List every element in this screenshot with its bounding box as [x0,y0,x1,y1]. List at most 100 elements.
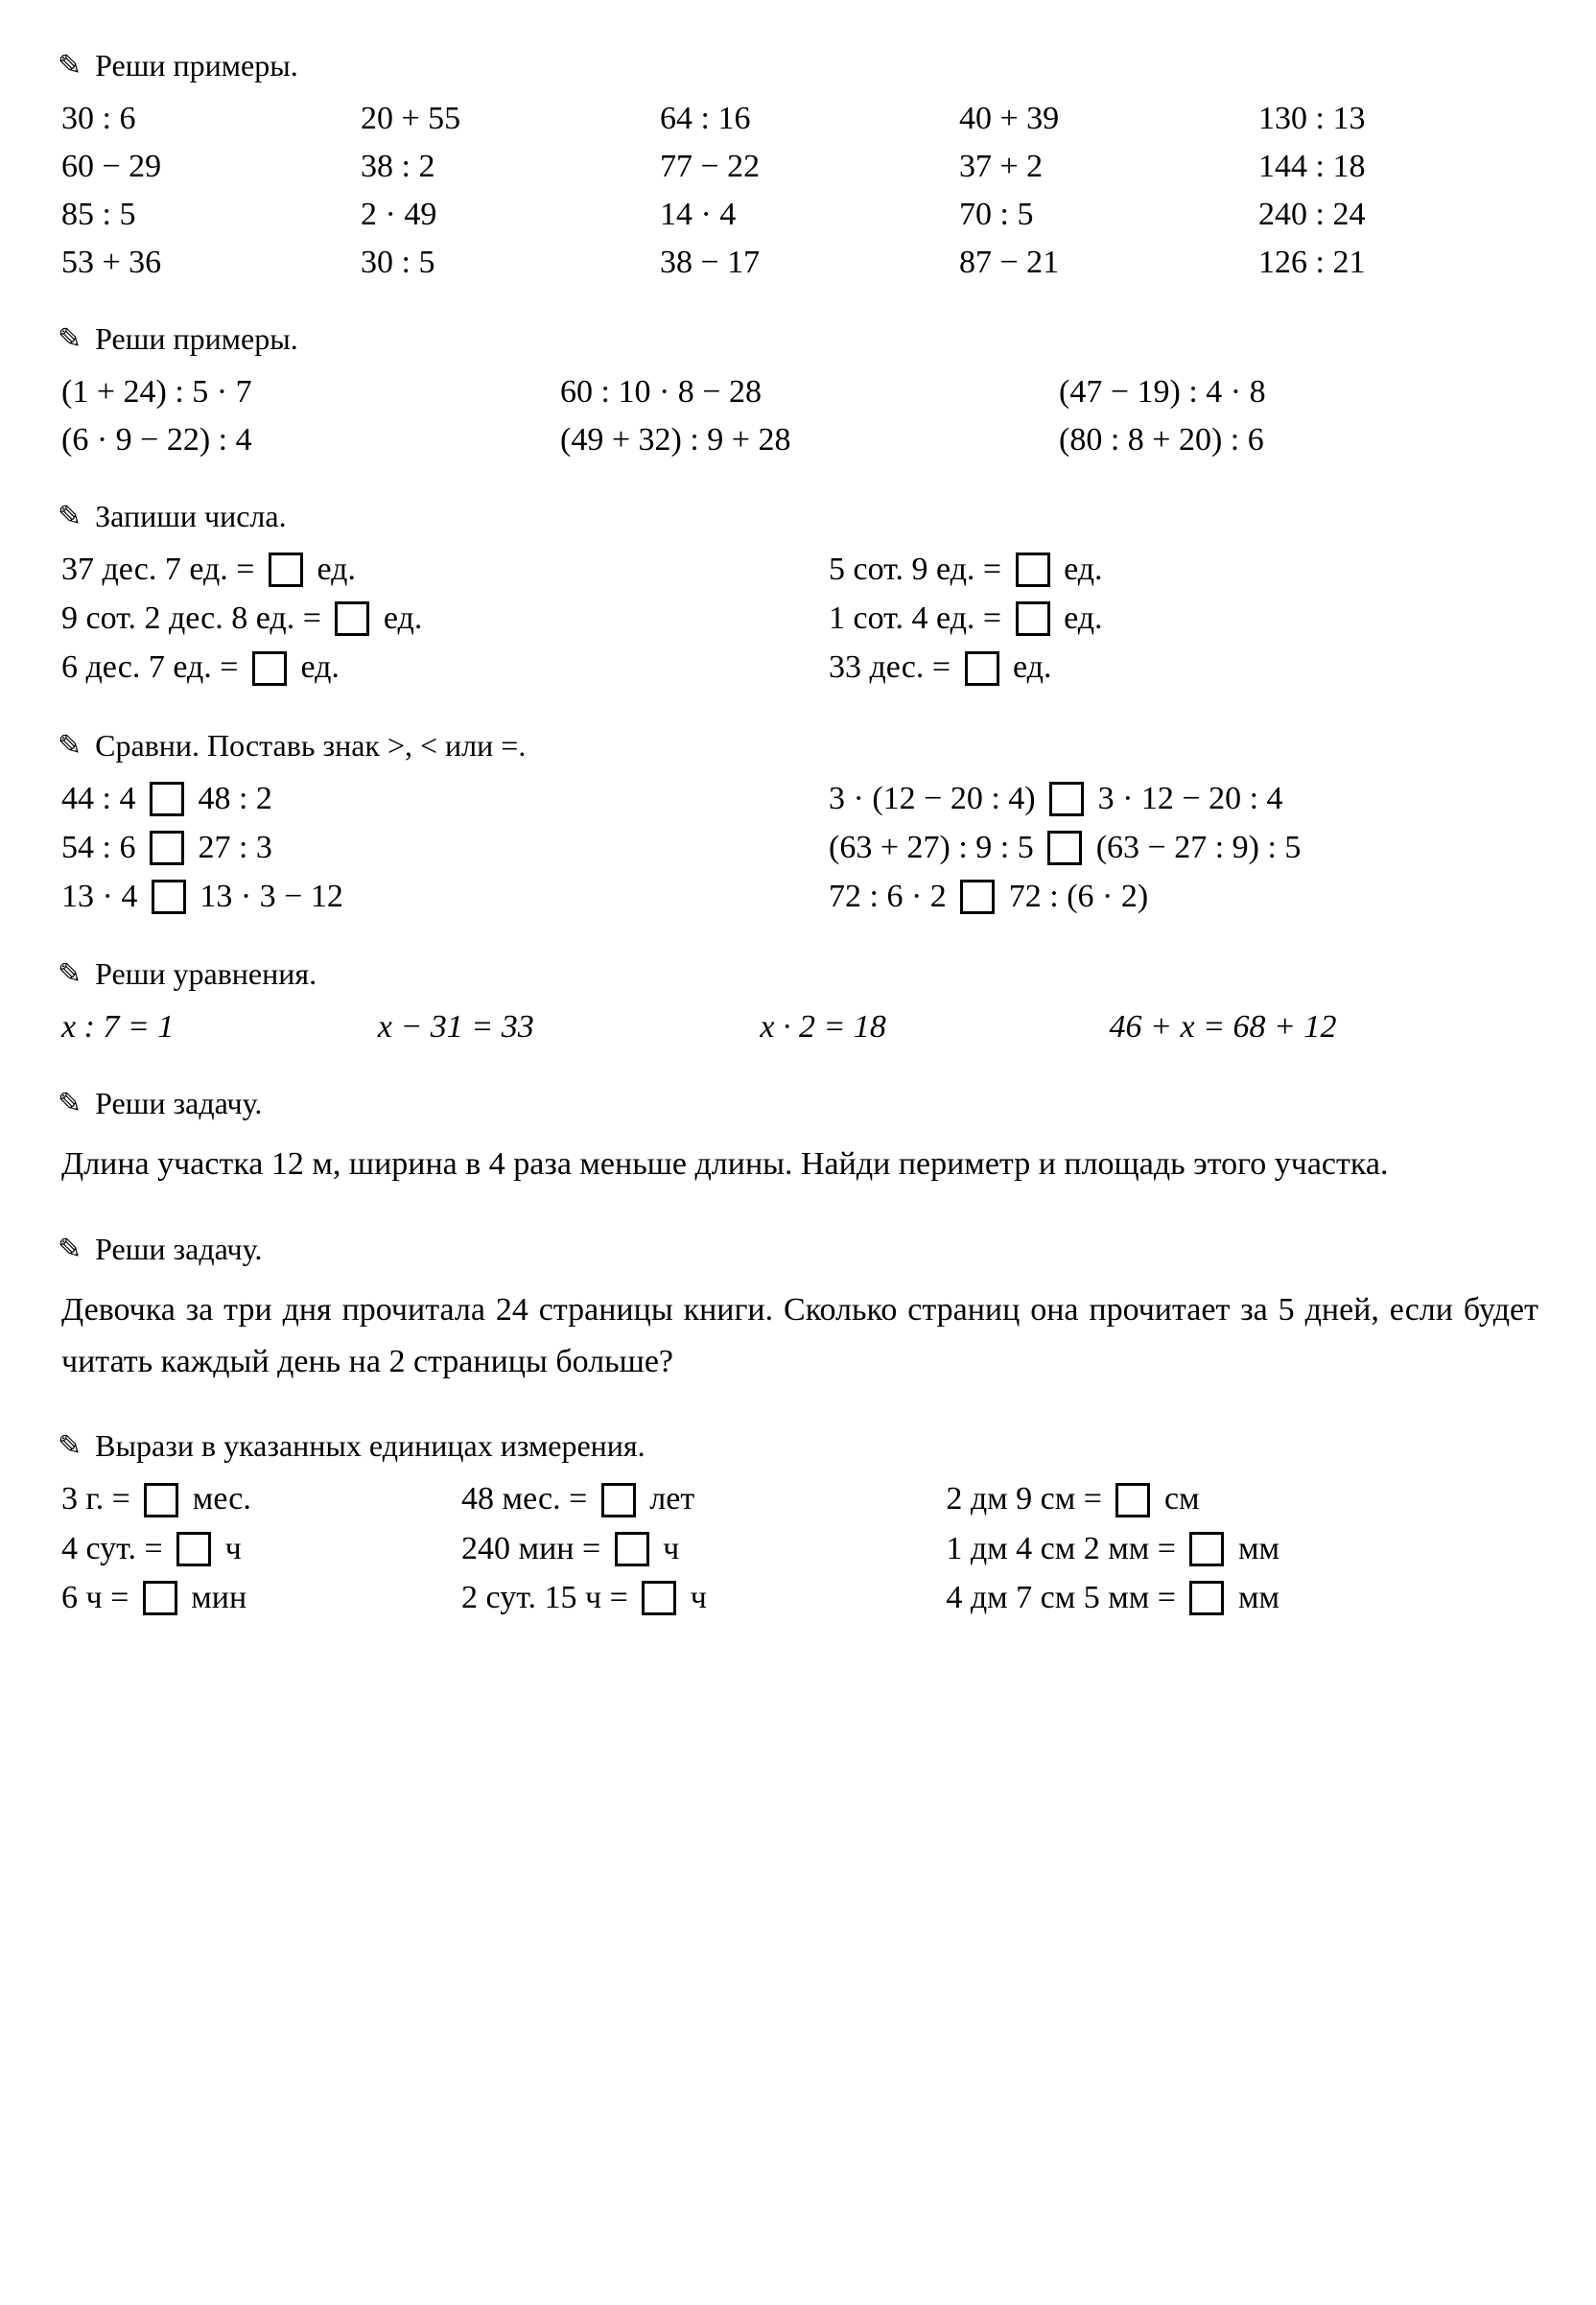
equation-cell: x · 2 = 18 [760,1009,1090,1046]
unit-cell: 6 ч = мин [61,1580,442,1617]
text: 4 дм 7 см 5 мм = [946,1580,1184,1615]
answer-box[interactable] [152,880,186,914]
compare-cell: 44 : 4 48 : 2 [61,781,771,818]
answer-box[interactable] [143,1581,177,1615]
math-cell: 40 + 39 [959,101,1239,137]
answer-box[interactable] [335,601,369,636]
math-cell: 37 + 2 [959,149,1239,185]
answer-box[interactable] [144,1483,178,1517]
text: 48 мес. = [461,1481,596,1517]
section-title: Запиши числа. [95,499,286,534]
answer-box[interactable] [1047,831,1082,865]
text: (63 − 27 : 9) : 5 [1088,830,1301,865]
math-cell: 87 − 21 [959,245,1239,281]
text: 1 сот. 4 ед. = [829,600,1010,636]
pencil-icon: ✎ [58,1429,82,1463]
math-cell: 70 : 5 [959,197,1239,233]
pencil-icon: ✎ [58,1087,82,1120]
answer-box[interactable] [615,1532,649,1566]
math-cell: (47 − 19) : 4 · 8 [1059,374,1538,411]
answer-box[interactable] [1189,1532,1224,1566]
unit-cell: 4 дм 7 см 5 мм = мм [946,1580,1538,1617]
text: мм [1230,1580,1279,1615]
section-header: ✎ Реши примеры. [58,321,1538,357]
text: см [1156,1481,1199,1517]
answer-box[interactable] [1049,782,1084,816]
problem-text: Длина участка 12 м, ширина в 4 раза мень… [58,1139,1538,1190]
math-cell: 14 · 4 [660,197,940,233]
text: 44 : 4 [61,781,144,816]
pencil-icon: ✎ [58,322,82,356]
text: (63 + 27) : 9 : 5 [829,830,1042,865]
text: ед. [375,600,422,636]
text: мин [183,1580,246,1615]
math-cell: 126 : 21 [1258,245,1538,281]
answer-box[interactable] [1016,601,1050,636]
answer-box[interactable] [601,1483,636,1517]
answer-box[interactable] [1016,553,1050,587]
unit-cell: 4 сут. = ч [61,1531,442,1568]
math-cell: 2 · 49 [361,197,641,233]
answer-box[interactable] [176,1532,211,1566]
answer-box[interactable] [1115,1483,1150,1517]
text: мес. [184,1481,251,1517]
section-title: Реши примеры. [95,48,298,83]
pencil-icon: ✎ [58,957,82,991]
text: ед. [1056,552,1103,587]
math-cell: 30 : 6 [61,101,341,137]
answer-box[interactable] [642,1581,676,1615]
section-header: ✎ Реши задачу. [58,1086,1538,1121]
math-cell: (1 + 24) : 5 · 7 [61,374,541,411]
answer-box[interactable] [1189,1581,1224,1615]
answer-box[interactable] [150,831,184,865]
text: 72 : 6 · 2 [829,879,954,914]
answer-box[interactable] [150,782,184,816]
math-cell: 38 − 17 [660,245,940,281]
unit-cell: 3 г. = мес. [61,1481,442,1518]
examples-grid: (1 + 24) : 5 · 7 60 : 10 · 8 − 28 (47 − … [58,374,1538,459]
compare-cell: 13 · 4 13 · 3 − 12 [61,879,771,916]
text: 240 мин = [461,1531,609,1566]
pencil-icon: ✎ [58,49,82,82]
compare-cell: 54 : 6 27 : 3 [61,830,771,867]
number-cell: 9 сот. 2 дес. 8 ед. = ед. [61,600,771,638]
pencil-icon: ✎ [58,729,82,763]
text: ч [682,1580,707,1615]
text: 1 дм 4 см 2 мм = [946,1531,1184,1566]
text: 48 : 2 [190,781,272,816]
number-cell: 1 сот. 4 ед. = ед. [829,600,1538,638]
numbers-grid: 37 дес. 7 ед. = ед. 5 сот. 9 ед. = ед. 9… [58,552,1538,688]
text: ед. [1005,649,1052,685]
unit-cell: 2 сут. 15 ч = ч [461,1580,927,1617]
text: 37 дес. 7 ед. = [61,552,263,587]
answer-box[interactable] [269,553,303,587]
text: лет [642,1481,694,1517]
number-cell: 5 сот. 9 ед. = ед. [829,552,1538,589]
answer-box[interactable] [960,880,995,914]
text: ед. [1056,600,1103,636]
equation-cell: x − 31 = 33 [378,1009,741,1046]
section-word-problem-2: ✎ Реши задачу. Девочка за три дня прочит… [58,1232,1538,1389]
math-cell: 130 : 13 [1258,101,1538,137]
text: 5 сот. 9 ед. = [829,552,1010,587]
pencil-icon: ✎ [58,500,82,533]
section-solve-examples-1: ✎ Реши примеры. 30 : 6 20 + 55 64 : 16 4… [58,48,1538,281]
text: 2 дм 9 см = [946,1481,1110,1517]
text: 4 сут. = [61,1531,171,1566]
answer-box[interactable] [252,651,287,686]
math-cell: 64 : 16 [660,101,940,137]
section-title: Сравни. Поставь знак >, < или =. [95,728,526,764]
section-header: ✎ Запиши числа. [58,499,1538,534]
compare-cell: (63 + 27) : 9 : 5 (63 − 27 : 9) : 5 [829,830,1538,867]
section-compare: ✎ Сравни. Поставь знак >, < или =. 44 : … [58,728,1538,917]
answer-box[interactable] [965,651,999,686]
section-title: Вырази в указанных единицах измерения. [95,1428,645,1464]
section-write-numbers: ✎ Запиши числа. 37 дес. 7 ед. = ед. 5 со… [58,499,1538,688]
units-grid: 3 г. = мес. 48 мес. = лет 2 дм 9 см = см… [58,1481,1538,1617]
section-title: Реши примеры. [95,321,298,357]
math-cell: 38 : 2 [361,149,641,185]
compare-grid: 44 : 4 48 : 2 3 · (12 − 20 : 4) 3 · 12 −… [58,781,1538,917]
text: ч [217,1531,242,1566]
math-cell: 20 + 55 [361,101,641,137]
math-cell: 85 : 5 [61,197,341,233]
